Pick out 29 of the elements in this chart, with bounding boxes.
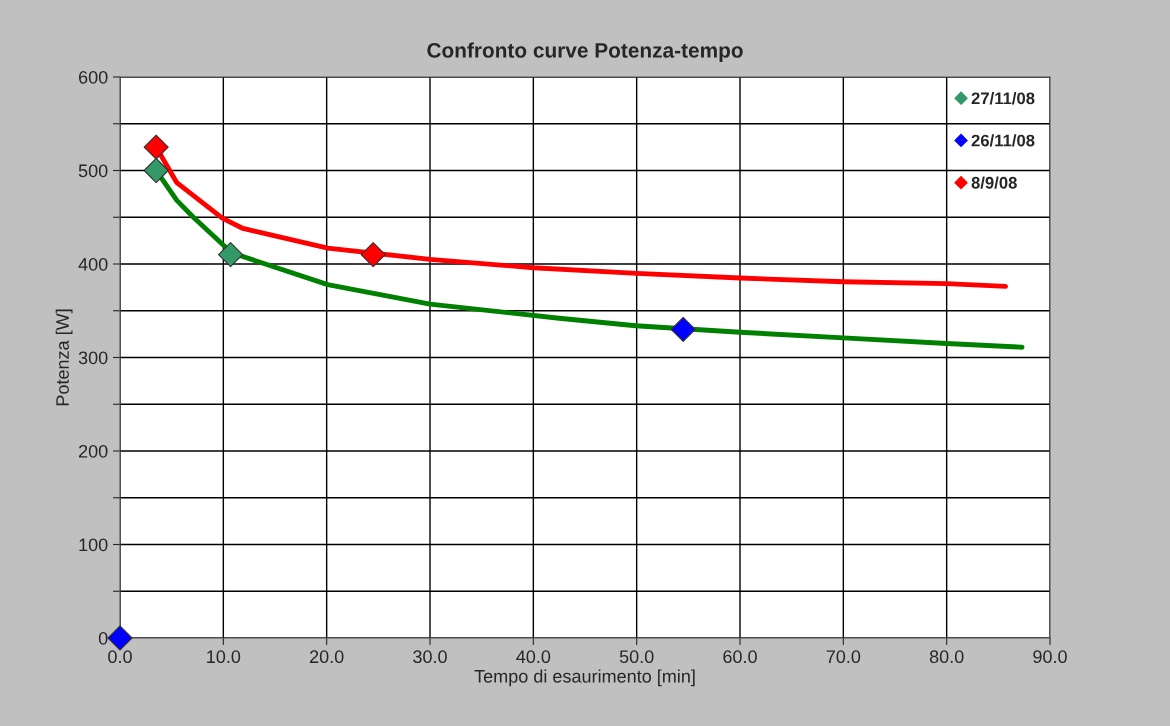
- x-tick-label: 0.0: [108, 650, 132, 664]
- chart-title: Confronto curve Potenza-tempo: [427, 42, 743, 62]
- legend-label: 26/11/08: [971, 134, 1035, 147]
- y-tick-label: 300: [78, 351, 108, 365]
- x-tick-label: 80.0: [929, 650, 964, 664]
- y-tick-label: 600: [78, 70, 108, 84]
- x-tick-label: 40.0: [516, 650, 551, 664]
- y-tick-label: 500: [78, 164, 108, 178]
- x-tick-label: 20.0: [310, 650, 344, 664]
- x-tick-label: 10.0: [207, 650, 241, 664]
- x-tick-label: 50.0: [619, 650, 654, 664]
- point: [670, 316, 696, 343]
- point: [143, 134, 169, 160]
- point: [143, 157, 169, 184]
- legend-label: 8/9/08: [971, 176, 1017, 189]
- x-tick-label: 30.0: [413, 650, 447, 664]
- y-tick-label: 400: [78, 257, 108, 271]
- y-axis-title: Potenza [W]: [55, 309, 73, 406]
- point: [360, 242, 386, 268]
- x-tick-label: 60.0: [723, 650, 757, 664]
- x-tick-label: 90.0: [1033, 650, 1067, 664]
- y-tick-label: 0: [98, 631, 108, 645]
- x-axis-title: Tempo di esaurimento [min]: [474, 669, 695, 687]
- x-tick-label: 70.0: [826, 650, 861, 664]
- point: [107, 625, 133, 651]
- point: [217, 242, 244, 268]
- y-tick-label: 200: [78, 444, 108, 458]
- y-tick-label: 100: [79, 538, 108, 552]
- legend-label: 27/11/08: [971, 92, 1035, 105]
